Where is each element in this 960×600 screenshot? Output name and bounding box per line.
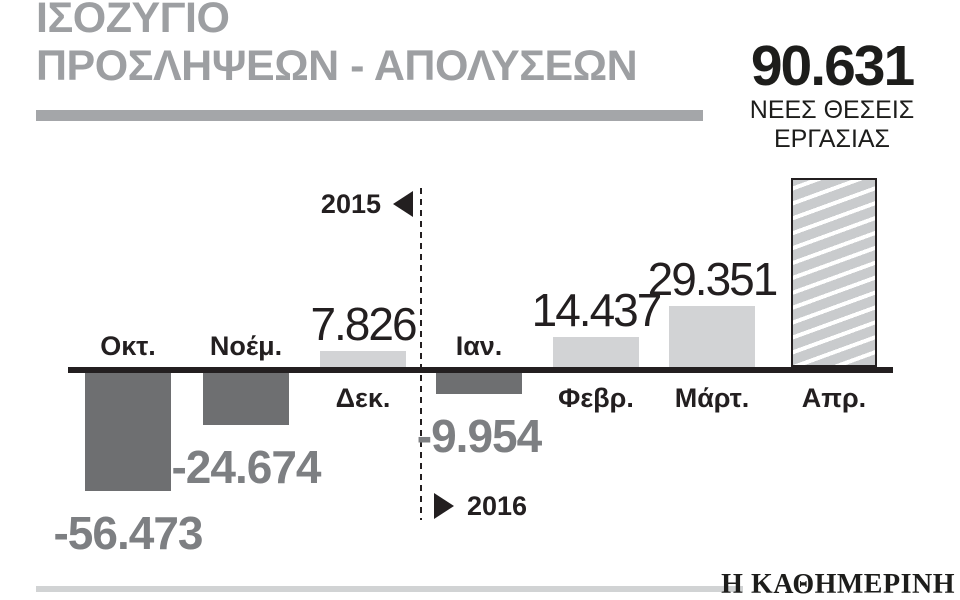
chart-axis	[68, 367, 893, 373]
bar-feb	[553, 337, 639, 367]
year-marker-2016: 2016	[434, 490, 528, 521]
month-label-apr: Απρ.	[801, 383, 867, 413]
month-label-dec: Δεκ.	[335, 383, 391, 413]
brand-logo: Η ΚΑΘΗΜΕΡΙΝΗ	[721, 569, 955, 600]
value-label-nov: -24.674	[171, 441, 321, 493]
headline-sublabel-line2: ΕΡΓΑΣΙΑΣ	[773, 125, 891, 153]
footer-rule	[36, 586, 743, 592]
headline-value: 90.631	[750, 34, 915, 98]
headline-sublabel-line1: ΝΕΕΣ ΘΕΣΕΙΣ	[749, 96, 915, 124]
value-label-dec: 7.826	[310, 298, 417, 350]
bar-nov	[203, 373, 289, 425]
page-title-line1: ΙΣΟΖΥΓΙΟ	[36, 0, 230, 42]
bar-mar	[669, 306, 755, 367]
page-title-line2: ΠΡΟΣΛΗΨΕΩΝ - ΑΠΟΛΥΣΕΩΝ	[36, 42, 638, 90]
title-underline	[36, 110, 703, 121]
value-label-oct: -56.473	[53, 507, 203, 559]
month-label-jan: Ιαν.	[455, 331, 503, 361]
year-marker-2015-label: 2015	[320, 188, 381, 219]
bar-oct	[85, 373, 171, 491]
bar-apr	[791, 178, 877, 367]
month-label-nov: Νοέμ.	[209, 331, 283, 361]
triangle-right-icon	[434, 493, 454, 519]
headline-block: 90.631 ΝΕΕΣ ΘΕΣΕΙΣ ΕΡΓΑΣΙΑΣ	[703, 36, 960, 154]
year-divider-line	[420, 188, 422, 520]
value-label-feb: 14.437	[531, 284, 663, 336]
month-label-oct: Οκτ.	[100, 331, 156, 361]
triangle-left-icon	[393, 191, 413, 217]
bar-dec	[320, 351, 406, 367]
year-marker-2016-label: 2016	[467, 490, 528, 521]
year-marker-2015: 2015	[280, 188, 413, 219]
month-label-mar: Μάρτ.	[674, 383, 750, 413]
value-label-mar: 29.351	[647, 253, 779, 305]
page-title: ΙΣΟΖΥΓΙΟ ΠΡΟΣΛΗΨΕΩΝ - ΑΠΟΛΥΣΕΩΝ	[36, 0, 716, 90]
month-label-feb: Φεβρ.	[558, 383, 634, 413]
bar-jan	[436, 373, 522, 394]
value-label-jan: -9.954	[416, 410, 542, 462]
